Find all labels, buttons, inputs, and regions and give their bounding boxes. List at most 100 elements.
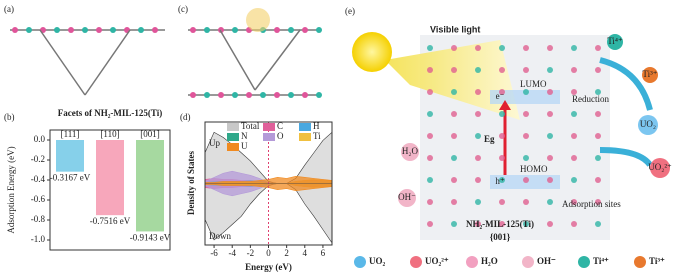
lattice-atom <box>523 133 529 139</box>
legend-icon <box>354 256 366 268</box>
atom <box>204 27 210 33</box>
lattice-atom <box>547 133 553 139</box>
lattice-atom <box>499 111 505 117</box>
y-tick-label: 0.0 <box>34 134 46 144</box>
lattice-atom <box>595 89 601 95</box>
atom <box>316 27 322 33</box>
atom <box>288 92 294 98</box>
lattice-atom <box>547 221 553 227</box>
x-tick-label: 0 <box>266 248 271 258</box>
gap-label: Eg <box>484 134 495 144</box>
panel-label: (a) <box>4 4 14 14</box>
atom <box>54 27 60 33</box>
water-icon <box>401 143 419 161</box>
lattice-atom <box>547 199 553 205</box>
y-axis-label: Adsorption Energy (eV) <box>6 146 16 233</box>
lattice-atom <box>571 199 577 205</box>
down-label: Down <box>209 231 231 241</box>
facet-label: {001} <box>490 232 511 242</box>
x-tick-label: 2 <box>284 248 289 258</box>
atom <box>138 27 144 33</box>
atom <box>274 27 280 33</box>
lattice-atom <box>427 199 433 205</box>
atom <box>302 27 308 33</box>
lattice-atom <box>451 111 457 117</box>
lattice-atom <box>427 155 433 161</box>
lattice-atom <box>499 177 505 183</box>
lattice-atom <box>451 221 457 227</box>
linker <box>254 29 301 91</box>
legend-swatch <box>227 143 239 151</box>
lattice-atom <box>475 199 481 205</box>
atom <box>68 27 74 33</box>
atom <box>204 92 210 98</box>
legend-label: UO₂²⁺ <box>425 256 449 266</box>
lattice-atom <box>523 221 529 227</box>
legend-label: Ti³⁺ <box>649 256 665 266</box>
bar <box>96 140 124 216</box>
oh-label: OH⁻ <box>398 192 416 202</box>
atom <box>274 92 280 98</box>
ti4-icon <box>607 34 623 50</box>
light-beam <box>385 40 520 120</box>
lattice-atom <box>427 89 433 95</box>
atom <box>190 92 196 98</box>
lattice-atom <box>475 155 481 161</box>
x-tick-label: -4 <box>228 248 236 258</box>
panel-label: (b) <box>4 112 15 122</box>
x-tick-label: -6 <box>210 248 218 258</box>
lattice-atom <box>547 111 553 117</box>
legend-label: N <box>241 131 248 141</box>
lattice-atom <box>523 177 529 183</box>
lattice-atom <box>523 89 529 95</box>
lumo-label: LUMO <box>520 79 547 89</box>
value-label: -0.7516 eV <box>90 216 131 226</box>
lattice-atom <box>547 67 553 73</box>
arrow-head <box>499 100 511 110</box>
legend-label: Total <box>241 121 260 131</box>
lattice-atom <box>595 133 601 139</box>
lattice-atom <box>523 67 529 73</box>
x-axis-label: Energy (eV) <box>245 262 292 272</box>
decorations <box>10 8 653 240</box>
lattice-atom <box>427 177 433 183</box>
hole-label: h⁺ <box>495 176 505 186</box>
atom <box>246 92 252 98</box>
legend-label: O <box>277 131 284 141</box>
lattice-atom <box>475 67 481 73</box>
lattice-atom <box>523 45 529 51</box>
lattice-atom <box>571 45 577 51</box>
lattice-atom <box>595 67 601 73</box>
chart-title: Facets of NH₂-MIL-125(Ti) <box>58 108 163 118</box>
panel-label: (d) <box>180 112 191 122</box>
legend-label: C <box>277 121 283 131</box>
legend-label: OH⁻ <box>537 256 556 266</box>
y-tick-label: -0.4 <box>31 174 46 184</box>
legend-swatch <box>263 133 275 141</box>
flow-arrow <box>599 147 653 167</box>
uo2-label: UO₂ <box>640 119 656 129</box>
lattice-atom <box>571 221 577 227</box>
legend-icon <box>410 256 422 268</box>
sun <box>352 32 392 72</box>
legend-swatch <box>263 123 275 131</box>
ti4-label: Ti⁴⁺ <box>607 36 623 46</box>
atom <box>302 92 308 98</box>
uo2-icon <box>638 115 658 135</box>
atom <box>316 92 322 98</box>
legend-swatch <box>227 123 239 131</box>
uranyl-label: UO₂²⁺ <box>648 162 672 172</box>
legend-icon <box>522 256 534 268</box>
legend-label: H <box>313 121 320 131</box>
lattice-atom <box>595 221 601 227</box>
category-label: [110] <box>100 129 119 139</box>
lattice-atom <box>499 133 505 139</box>
atom <box>232 92 238 98</box>
legend-swatch <box>299 133 311 141</box>
atom <box>110 27 116 33</box>
lattice-atom <box>499 155 505 161</box>
atom <box>218 27 224 33</box>
light-label: Visible light <box>430 24 480 34</box>
lattice-atom <box>475 45 481 51</box>
